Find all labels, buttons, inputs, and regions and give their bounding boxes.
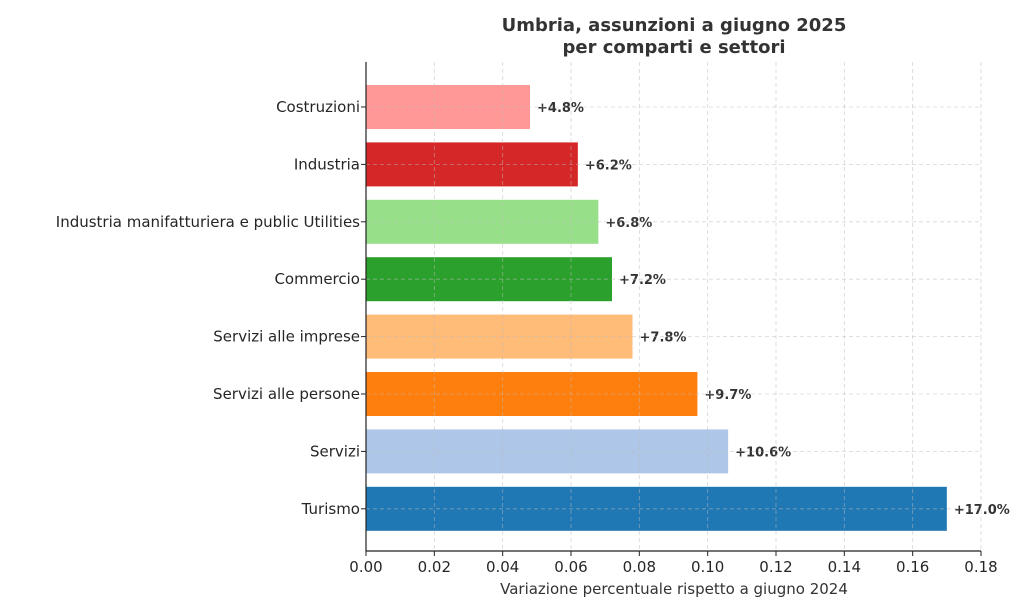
x-tick-label-2: 0.04: [486, 558, 519, 576]
x-tick-label-3: 0.06: [554, 558, 587, 576]
data-label-4: +7.8%: [640, 331, 687, 346]
x-tick-label-4: 0.08: [623, 558, 656, 576]
x-axis-label: Variazione percentuale rispetto a giugno…: [500, 580, 848, 598]
data-label-1: +6.2%: [585, 158, 632, 173]
category-label-7: Turismo: [301, 500, 360, 518]
x-tick-label-6: 0.12: [759, 558, 792, 576]
data-label-5: +9.7%: [704, 388, 751, 403]
category-label-6: Servizi: [310, 442, 360, 460]
x-tick-label-1: 0.02: [418, 558, 451, 576]
category-label-2: Industria manifatturiera e public Utilit…: [56, 213, 360, 231]
chart-title-line-2: per comparti e settori: [563, 37, 786, 58]
x-tick-label-7: 0.14: [828, 558, 861, 576]
x-tick-label-9: 0.18: [964, 558, 997, 576]
data-label-7: +17.0%: [954, 503, 1010, 518]
bar-6: [366, 429, 729, 474]
chart-title-line-1: Umbria, assunzioni a giugno 2025: [502, 15, 847, 36]
x-tick-label-8: 0.16: [896, 558, 929, 576]
category-label-5: Servizi alle persone: [213, 385, 360, 403]
data-label-6: +10.6%: [735, 445, 791, 460]
category-label-4: Servizi alle imprese: [213, 328, 360, 346]
x-tick-label-0: 0.00: [349, 558, 382, 576]
data-label-2: +6.8%: [605, 216, 652, 231]
data-label-3: +7.2%: [619, 273, 666, 288]
category-label-1: Industria: [294, 155, 360, 173]
x-tick-label-5: 0.10: [691, 558, 724, 576]
category-label-0: Costruzioni: [276, 98, 360, 116]
category-label-3: Commercio: [274, 270, 360, 288]
data-label-0: +4.8%: [537, 101, 584, 116]
